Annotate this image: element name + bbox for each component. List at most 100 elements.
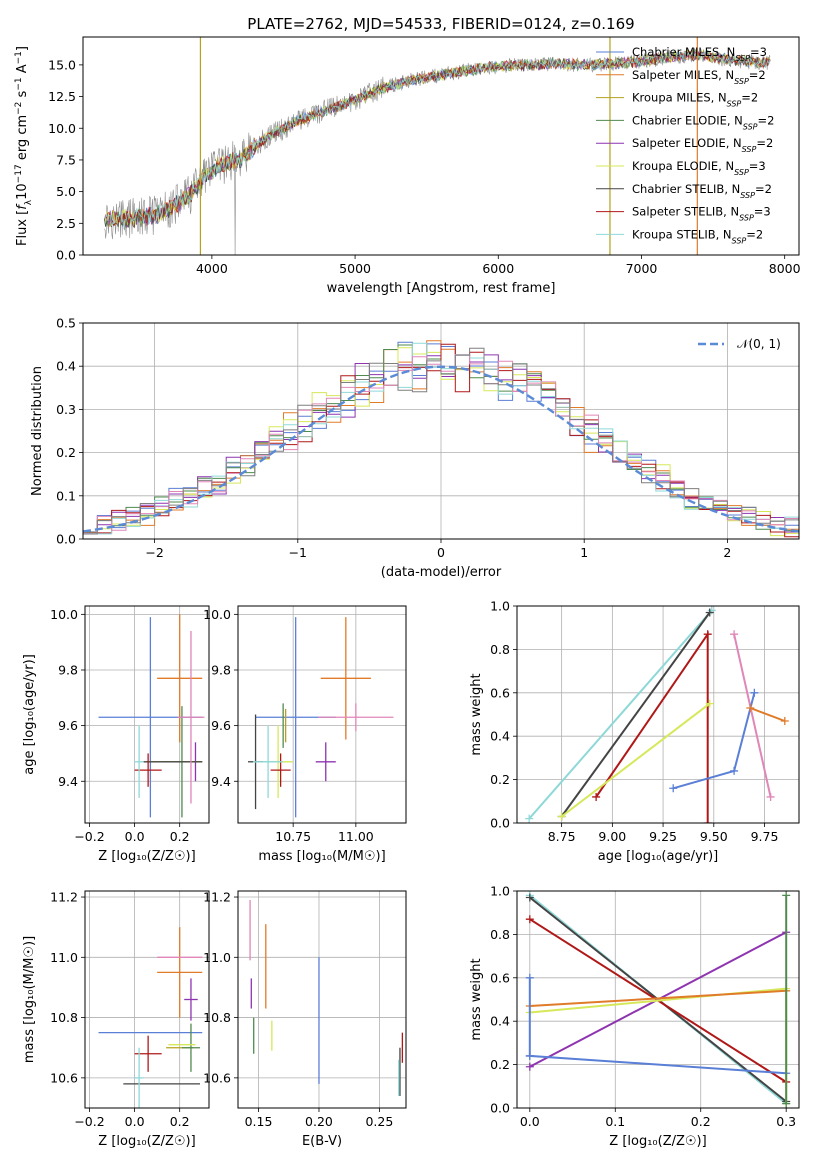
legend-label-sub: SSP xyxy=(735,54,750,63)
legend-label-base: Kroupa STELIB, N xyxy=(632,227,732,241)
legend-label-sub: SSP xyxy=(734,76,749,85)
age-vs-mass-ytick-label: 9.6 xyxy=(211,718,231,733)
age-vs-mass-axes: 10.75 11.00 9.4 9.6 9.8 10.0 mass [log₁₀(M/M☉)… xyxy=(203,605,407,864)
residuals-xtick-label: −1 xyxy=(289,545,307,560)
residuals-xtick-label: 0 xyxy=(437,545,445,560)
legend-label-se: Salpeter ELODIE, NSSP=2 xyxy=(632,136,773,154)
weight-vs-age-ytick-label: 0.4 xyxy=(490,729,510,744)
mass-vs-z-xlabel: Z [log₁₀(Z/Z☉)] xyxy=(98,1134,195,1149)
age-vs-z-ylabel: age [log₁₀(age/yr)] xyxy=(22,654,37,775)
mass-vs-z-frame xyxy=(84,890,210,1109)
spectrum-ytick-label: 5.0 xyxy=(56,184,76,199)
spectrum-ylabel-part: A xyxy=(15,64,30,77)
spectrum-ylabel-part: ] xyxy=(15,46,30,51)
residuals-plot-area xyxy=(83,340,799,538)
legend-label-base: Salpeter MILES, N xyxy=(632,68,734,82)
spectrum-ytick-label: 0.0 xyxy=(56,248,76,263)
residuals-ytick-label: 0.0 xyxy=(56,532,76,547)
mass-vs-z-ytick-label: 11.2 xyxy=(50,890,78,905)
weight-vs-age-plot-area xyxy=(525,606,789,823)
legend-label-base: Salpeter STELIB, N xyxy=(632,205,739,219)
weight-vs-age-marker-ss xyxy=(592,792,601,801)
residuals-ytick-label: 0.5 xyxy=(56,316,76,331)
normal-curve-line xyxy=(83,365,799,533)
spectrum-xtick-label: 7000 xyxy=(626,261,658,276)
model-spectrum-line-cs xyxy=(104,51,771,229)
weight-vs-z-frame xyxy=(516,890,800,1109)
weight-vs-z-xtick-label: 0.0 xyxy=(520,1114,540,1129)
mass-vs-z-xtick-label: 0.2 xyxy=(170,1114,190,1129)
age-vs-z-xtick-label: 0.2 xyxy=(170,829,190,844)
age-vs-z-xtick-label: −0.2 xyxy=(74,829,104,844)
residuals-xlabel: (data-model)/error xyxy=(381,565,502,580)
mass-vs-ebv-xtick-label: 0.15 xyxy=(245,1114,273,1129)
age-vs-mass-xtick-label: 10.75 xyxy=(275,829,311,844)
age-vs-mass-xlabel: mass [log₁₀(M/M☉)] xyxy=(258,849,385,864)
age-vs-z-plot-area xyxy=(98,614,205,818)
mass-vs-z-axes: −0.2 0.0 0.2 10.6 10.8 11.0 11.2 Z [log₁₀(Z/Z☉)… xyxy=(22,890,210,1149)
age-vs-mass-ytick-label: 9.4 xyxy=(211,774,231,789)
legend-label-tail: =3 xyxy=(749,159,766,173)
legend-label-ks: Kroupa STELIB, NSSP=2 xyxy=(632,227,763,245)
legend-label-km: Kroupa MILES, NSSP=2 xyxy=(632,91,758,109)
age-vs-z-xlabel: Z [log₁₀(Z/Z☉)] xyxy=(98,849,195,864)
mass-vs-ebv-plot-area xyxy=(249,900,404,1096)
age-vs-mass-plot-area xyxy=(248,617,394,818)
mass-vs-ebv-frame xyxy=(237,890,407,1109)
legend-label-base: Kroupa MILES, N xyxy=(632,91,727,105)
spectrum-plot-area xyxy=(104,37,771,255)
weight-vs-age-marker-ss xyxy=(703,819,712,823)
weight-vs-age-marker-pink xyxy=(766,792,775,801)
age-vs-z-axes: −0.2 0.0 0.2 9.4 9.6 9.8 10.0 Z [log₁₀(Z/Z☉)] ag… xyxy=(22,605,210,864)
legend-label-tail: =2 xyxy=(749,68,766,82)
mass-vs-z-ytick-label: 11.0 xyxy=(50,950,78,965)
weight-vs-age-ytick-label: 0.0 xyxy=(490,816,510,831)
weight-vs-z-marker-cm xyxy=(525,973,534,982)
weight-vs-age-xtick-label: 9.50 xyxy=(700,829,728,844)
legend-label-tail: =3 xyxy=(750,45,767,59)
weight-vs-z-ylabel: mass weight xyxy=(469,958,484,1040)
residuals-xtick-label: 2 xyxy=(723,545,731,560)
weight-vs-z-xlabel: Z [log₁₀(Z/Z☉)] xyxy=(609,1134,706,1149)
age-vs-z-ytick-label: 10.0 xyxy=(50,607,78,622)
legend-label-base: Salpeter ELODIE, N xyxy=(632,136,742,150)
weight-vs-age-ytick-label: 0.2 xyxy=(490,772,510,787)
legend-label-base: Chabrier ELODIE, N xyxy=(632,113,743,127)
mass-vs-ebv-ytick-label: 11.0 xyxy=(203,950,231,965)
age-vs-mass-ytick-label: 10.0 xyxy=(203,607,231,622)
residuals-ylabel: Normed distribution xyxy=(30,366,45,496)
age-vs-mass-ytick-label: 9.8 xyxy=(211,662,231,677)
weight-vs-z-marker-cs xyxy=(525,893,534,902)
weight-vs-z-marker-ss xyxy=(525,915,534,924)
age-vs-mass-xtick-label: 11.00 xyxy=(338,829,374,844)
spectrum-ylabel-part: −2 xyxy=(14,102,24,115)
weight-vs-age-series-ss xyxy=(595,630,709,823)
spectrum-frame xyxy=(82,36,800,256)
weight-vs-age-xtick-label: 9.25 xyxy=(649,829,677,844)
weight-vs-z-marker-ce xyxy=(782,1099,791,1108)
mass-vs-z-plot-area xyxy=(98,927,203,1108)
mass-vs-z-ylabel: mass [log₁₀(M/M☉)] xyxy=(22,936,37,1063)
weight-vs-z-ytick-label: 0.6 xyxy=(490,970,510,985)
legend-label-tail: =2 xyxy=(746,227,763,241)
weight-vs-age-marker-cm xyxy=(669,784,678,793)
age-vs-z-ytick-label: 9.8 xyxy=(58,662,78,677)
weight-vs-age-xtick-label: 8.75 xyxy=(548,829,576,844)
legend-label-sub: SSP xyxy=(740,190,755,199)
weight-vs-age-ytick-label: 0.6 xyxy=(490,685,510,700)
spectrum-ylabel-part: −17 xyxy=(14,164,24,183)
residuals-ytick-label: 0.3 xyxy=(56,402,76,417)
residuals-ytick-label: 0.2 xyxy=(56,445,76,460)
weight-vs-z-ytick-label: 0.8 xyxy=(490,927,510,942)
mass-vs-ebv-xlabel: E(B-V) xyxy=(302,1134,342,1149)
legend-label-tail: =2 xyxy=(758,113,775,127)
age-vs-mass-frame xyxy=(237,605,407,824)
spectrum-ytick-label: 12.5 xyxy=(48,89,76,104)
spectrum-ytick-label: 7.5 xyxy=(56,152,76,167)
weight-vs-z-marker-cm xyxy=(525,1051,534,1060)
legend-label-ss: Salpeter STELIB, NSSP=3 xyxy=(632,205,771,223)
weight-vs-z-series-se xyxy=(529,931,787,1068)
legend-label-tail: =2 xyxy=(756,136,773,150)
